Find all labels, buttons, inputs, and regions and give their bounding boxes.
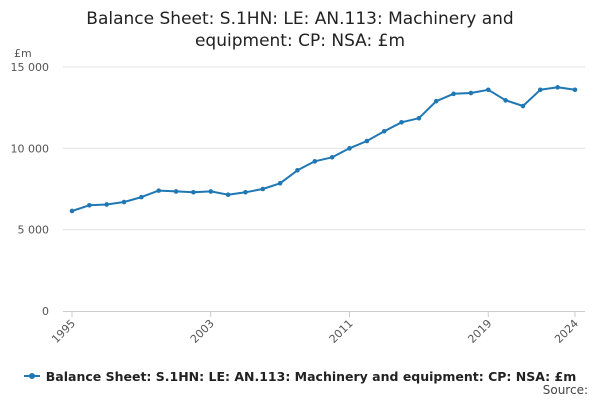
data-point[interactable]	[329, 154, 335, 160]
data-point[interactable]	[347, 146, 352, 151]
series-group	[69, 85, 578, 214]
y-tick-labels: 0 5 000 10 000 15 000	[11, 61, 50, 318]
x-tick-label: 2003	[188, 317, 217, 346]
data-point[interactable]	[277, 181, 283, 186]
data-point[interactable]	[468, 90, 474, 96]
data-point[interactable]	[208, 189, 214, 194]
data-point[interactable]	[87, 202, 92, 208]
y-tick-label: 15 000	[11, 61, 50, 74]
source-label: Source:	[542, 383, 588, 397]
data-point[interactable]	[555, 85, 560, 90]
data-point[interactable]	[139, 194, 144, 200]
data-point[interactable]	[485, 87, 491, 93]
data-point[interactable]	[381, 128, 387, 134]
chart-title: Balance Sheet: S.1HN: LE: AN.113: Machin…	[0, 8, 600, 52]
legend: Balance Sheet: S.1HN: LE: AN.113: Machin…	[0, 365, 600, 384]
data-point[interactable]	[191, 189, 196, 195]
y-tick-label: 10 000	[11, 142, 50, 155]
data-point[interactable]	[69, 208, 75, 214]
data-point[interactable]	[156, 188, 162, 193]
chart-title-line-2: equipment: CP: NSA: £m	[194, 31, 406, 51]
chart-title-line-1: Balance Sheet: S.1HN: LE: AN.113: Machin…	[86, 9, 514, 29]
data-point[interactable]	[399, 120, 404, 125]
x-tick-label: 1995	[49, 317, 78, 346]
data-point[interactable]	[104, 202, 109, 207]
legend-swatch	[23, 373, 40, 379]
series-line	[71, 86, 576, 212]
data-point[interactable]	[260, 186, 266, 192]
data-point[interactable]	[121, 199, 127, 205]
data-point[interactable]	[538, 87, 543, 93]
legend-item[interactable]: Balance Sheet: S.1HN: LE: AN.113: Machin…	[23, 368, 577, 384]
y-axis-label: £m	[14, 47, 32, 60]
data-point[interactable]	[295, 167, 300, 173]
x-tick-label: 2019	[465, 317, 494, 346]
legend-label: Balance Sheet: S.1HN: LE: AN.113: Machin…	[45, 368, 577, 384]
data-point[interactable]	[451, 91, 456, 97]
data-point[interactable]	[173, 189, 179, 194]
y-tick-label: 0	[42, 305, 49, 318]
x-tick-label: 2024	[552, 317, 581, 346]
data-point[interactable]	[225, 192, 231, 197]
data-point[interactable]	[520, 103, 526, 109]
axes	[63, 311, 585, 317]
data-point[interactable]	[433, 98, 439, 104]
data-point[interactable]	[243, 189, 248, 195]
y-tick-label: 5 000	[18, 224, 50, 237]
grid-lines	[63, 66, 585, 231]
data-point[interactable]	[572, 87, 578, 93]
x-tick-labels: 1995 2003 2011 2019 2024	[49, 317, 581, 346]
data-point[interactable]	[503, 98, 508, 103]
x-tick-label: 2011	[327, 317, 356, 346]
data-point[interactable]	[312, 159, 318, 164]
data-point[interactable]	[364, 138, 370, 144]
data-point[interactable]	[416, 115, 422, 121]
